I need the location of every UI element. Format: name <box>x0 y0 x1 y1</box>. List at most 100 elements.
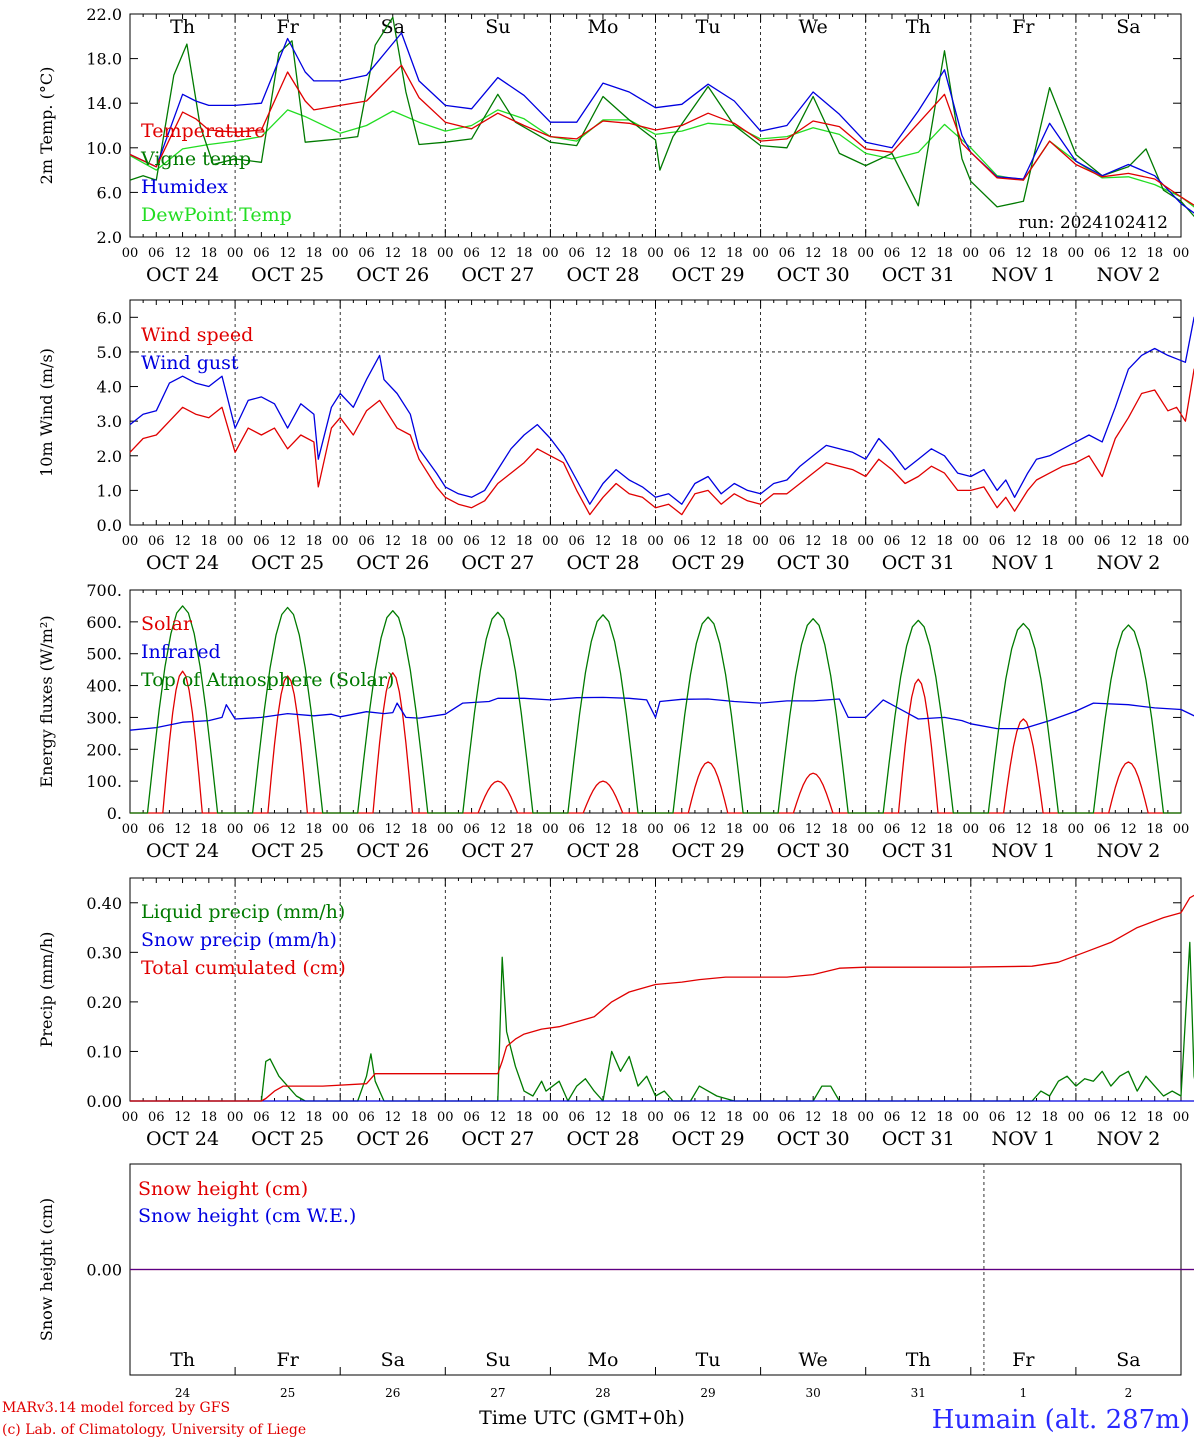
hour-label: 18 <box>726 1110 743 1125</box>
hour-label: 06 <box>779 534 796 549</box>
hour-label: 18 <box>306 1110 323 1125</box>
series-vigne-temp <box>129 16 1194 218</box>
day-number-label: 27 <box>490 1386 505 1400</box>
date-label: OCT 24 <box>146 552 219 574</box>
legend-entry: Top of Atmosphere (Solar) <box>141 669 394 691</box>
date-label: OCT 24 <box>146 840 219 862</box>
date-label: OCT 27 <box>461 1128 534 1150</box>
hour-label: 12 <box>384 246 401 261</box>
hour-label: 18 <box>936 1110 953 1125</box>
date-label: OCT 25 <box>251 264 324 286</box>
hour-label: 12 <box>174 246 191 261</box>
hour-label: 18 <box>516 246 533 261</box>
hour-label: 12 <box>1015 1110 1032 1125</box>
legend-entry: DewPoint Temp <box>141 204 292 226</box>
panels: 00 06 12 18 OCT 24 00 06 12 18 OCT 25 00 06 12 18 OCT … <box>37 5 1194 1400</box>
date-label: NOV 2 <box>1097 264 1161 286</box>
date-label: OCT 24 <box>146 264 219 286</box>
hour-label: 06 <box>253 822 270 837</box>
hour-label: 00 <box>1173 246 1190 261</box>
series-liquid-precip-mm-h- <box>130 941 1194 1102</box>
hour-label: 06 <box>989 822 1006 837</box>
y-tick-label: 10.0 <box>86 139 122 158</box>
y-tick-label: 6.0 <box>97 308 122 327</box>
hour-label: 00 <box>647 534 664 549</box>
hour-label: 06 <box>884 246 901 261</box>
date-label: OCT 31 <box>882 1128 955 1150</box>
date-label: OCT 28 <box>566 552 639 574</box>
y-tick-label: 5.0 <box>97 343 122 362</box>
day-number-label: 31 <box>911 1386 926 1400</box>
hour-label: 00 <box>437 534 454 549</box>
hour-label: 18 <box>1041 246 1058 261</box>
date-label: OCT 31 <box>882 264 955 286</box>
hour-label: 06 <box>989 1110 1006 1125</box>
date-label: NOV 2 <box>1097 1128 1161 1150</box>
hour-label: 18 <box>621 1110 638 1125</box>
hour-label: 06 <box>884 534 901 549</box>
hour-label: 00 <box>542 822 559 837</box>
day-name-label: Sa <box>1116 1349 1140 1371</box>
hour-label: 18 <box>411 1110 428 1125</box>
hour-label: 12 <box>1120 822 1137 837</box>
hour-label: 18 <box>936 822 953 837</box>
hour-label: 18 <box>936 246 953 261</box>
hour-label: 18 <box>831 246 848 261</box>
hour-label: 18 <box>411 246 428 261</box>
hour-label: 18 <box>516 1110 533 1125</box>
y-tick-label: 700. <box>86 581 122 600</box>
hour-label: 00 <box>437 246 454 261</box>
y-tick-label: 3.0 <box>97 412 122 431</box>
y-tick-label: 14.0 <box>86 94 122 113</box>
hour-label: 12 <box>1015 246 1032 261</box>
hour-label: 06 <box>148 822 165 837</box>
hour-label: 00 <box>1173 534 1190 549</box>
day-name-label: Mo <box>587 1349 618 1371</box>
hour-label: 18 <box>1146 534 1163 549</box>
date-label: OCT 27 <box>461 552 534 574</box>
hour-label: 00 <box>963 246 980 261</box>
hour-label: 06 <box>568 1110 585 1125</box>
hour-label: 18 <box>1146 1110 1163 1125</box>
hour-label: 12 <box>595 534 612 549</box>
series-wind-gust <box>129 316 1194 505</box>
hour-label: 12 <box>910 246 927 261</box>
day-number-label: 30 <box>806 1386 821 1400</box>
hour-label: 12 <box>595 246 612 261</box>
hour-label: 18 <box>201 822 218 837</box>
hour-label: 12 <box>1015 534 1032 549</box>
day-name-label: Tu <box>696 16 721 38</box>
hour-label: 06 <box>358 822 375 837</box>
date-label: OCT 29 <box>672 1128 745 1150</box>
hour-label: 00 <box>647 822 664 837</box>
day-name-label: Th <box>170 1349 195 1371</box>
date-label: OCT 30 <box>777 840 850 862</box>
date-label: OCT 26 <box>356 840 429 862</box>
y-tick-label: 600. <box>86 613 122 632</box>
y-axis-title: Precip (mm/h) <box>37 932 56 1048</box>
hour-label: 00 <box>857 1110 874 1125</box>
hour-label: 12 <box>805 822 822 837</box>
date-label: NOV 1 <box>991 264 1055 286</box>
series-temperature <box>129 64 1194 206</box>
day-name-label: We <box>799 16 828 38</box>
hour-label: 12 <box>279 822 296 837</box>
hour-label: 00 <box>857 822 874 837</box>
hour-label: 12 <box>700 1110 717 1125</box>
date-label: OCT 25 <box>251 1128 324 1150</box>
day-number-label: 29 <box>700 1386 715 1400</box>
legend-entry: Liquid precip (mm/h) <box>141 901 345 923</box>
date-label: OCT 29 <box>672 840 745 862</box>
y-axis-title: Snow height (cm) <box>37 1198 56 1341</box>
day-name-label: Fr <box>277 16 300 38</box>
date-label: NOV 2 <box>1097 552 1161 574</box>
hour-label: 06 <box>674 246 691 261</box>
y-tick-label: 200. <box>86 740 122 759</box>
day-name-label: Su <box>485 1349 510 1371</box>
hour-label: 12 <box>595 1110 612 1125</box>
hour-label: 12 <box>910 1110 927 1125</box>
credit-line-1: MARv3.14 model forced by GFS <box>2 1400 230 1416</box>
hour-label: 06 <box>674 534 691 549</box>
hour-label: 12 <box>279 1110 296 1125</box>
legend-entry: Wind gust <box>141 352 239 374</box>
